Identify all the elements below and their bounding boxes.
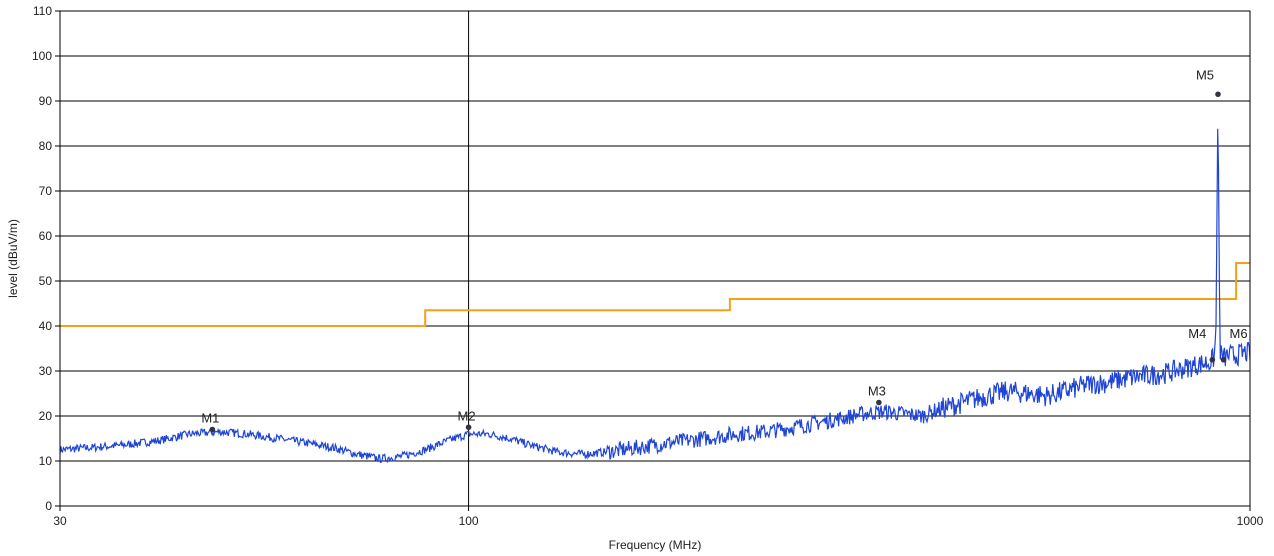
x-tick-label: 100: [459, 514, 479, 528]
limit-line: [60, 262, 1250, 327]
measurement-trace: [59, 128, 1251, 464]
marker-point-m2: [465, 424, 472, 431]
y-tick-label: 70: [39, 184, 53, 198]
y-tick-label: 110: [33, 4, 52, 18]
marker-label-m1: M1: [201, 411, 219, 426]
marker-point-m4: [1209, 356, 1216, 363]
marker-point-m5: [1215, 91, 1221, 98]
y-tick-label: 0: [45, 499, 52, 513]
marker-label-m4: M4: [1188, 326, 1206, 341]
y-tick-label: 30: [39, 364, 53, 378]
y-axis-ticks: 0 10 20 30 40 50 60 70 80 90 100 110: [32, 4, 60, 513]
x-axis-label: Frequency (MHz): [609, 538, 702, 552]
marker-point-m1: [209, 426, 216, 433]
y-tick-label: 90: [39, 94, 53, 108]
y-tick-label: 100: [32, 49, 52, 63]
marker-label-m2: M2: [458, 408, 476, 423]
plot-frame: [59, 10, 1251, 507]
marker-label-m5: M5: [1196, 67, 1214, 82]
y-tick-label: 20: [39, 409, 53, 423]
y-tick-label: 80: [39, 139, 53, 153]
marker-label-m3: M3: [868, 384, 886, 399]
markers-layer: M1 M2 M3 M4 M5 M6: [201, 67, 1248, 433]
y-tick-label: 10: [39, 454, 53, 468]
marker-point-m6: [1220, 356, 1227, 363]
y-tick-label: 60: [39, 229, 53, 243]
x-tick-label: 1000: [1237, 514, 1264, 528]
marker-point-m3: [876, 399, 882, 406]
x-tick-label: 30: [53, 514, 67, 528]
y-axis-label: level (dBuV/m): [6, 219, 20, 298]
series-layer: [59, 128, 1251, 464]
marker-label-m6: M6: [1230, 326, 1248, 341]
y-tick-label: 50: [39, 274, 53, 288]
x-axis-ticks: 30 100 1000: [53, 506, 1264, 528]
y-tick-label: 40: [39, 319, 53, 333]
